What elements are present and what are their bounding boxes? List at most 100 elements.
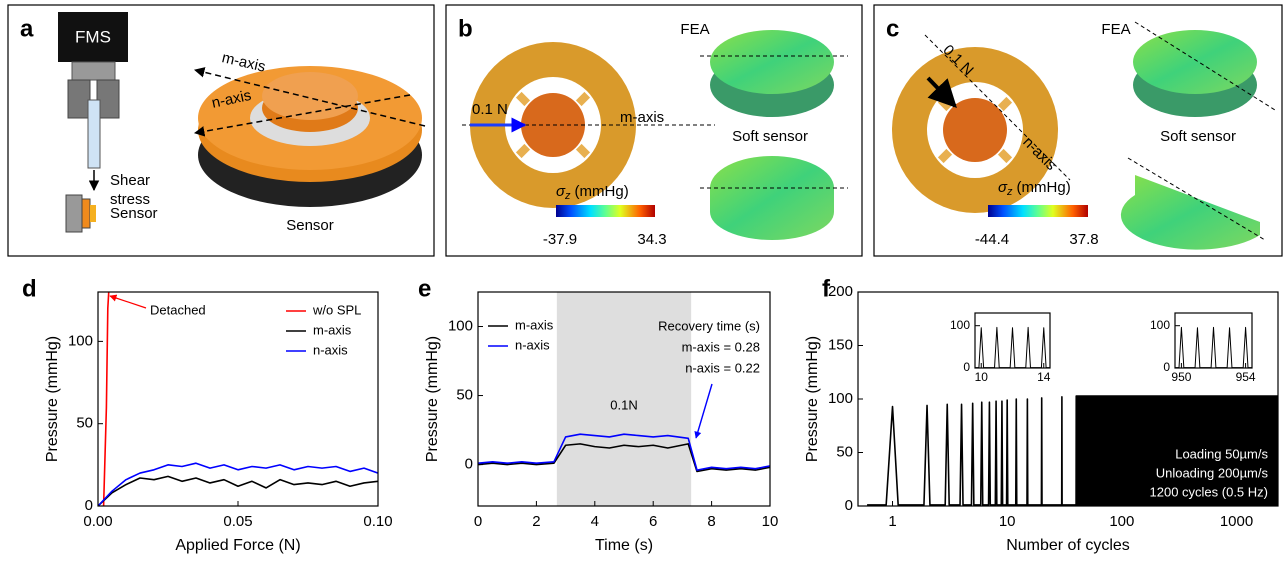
sensor-icon: [81, 198, 91, 229]
y-tick-label: 0: [465, 456, 473, 473]
area: [1075, 395, 1278, 506]
colorbar-max: 34.3: [637, 231, 666, 248]
y-tick-label: 100: [1150, 318, 1170, 332]
pads: [515, 91, 591, 159]
line: [102, 292, 110, 506]
panel-label: b: [458, 15, 473, 42]
annotation-arrow: [694, 383, 713, 439]
y-tick-label: 100: [828, 390, 853, 407]
colorbar-min: -44.4: [975, 231, 1009, 248]
x-axis-label: Time (s): [595, 537, 653, 554]
x-axis-label: Number of cycles: [1006, 537, 1130, 554]
fea-half-disk: [1120, 175, 1260, 250]
plot-background: [975, 313, 1050, 368]
colorbar: [988, 205, 1088, 217]
plot-frame: [477, 291, 771, 507]
annotation-arrow: [109, 294, 147, 309]
fea-disk: [710, 30, 834, 94]
legend-label: m-axis: [313, 322, 352, 337]
panel-label: e: [418, 275, 431, 302]
y-axis-label: Pressure (mmHg): [804, 336, 821, 462]
x-tick-label: 8: [707, 513, 715, 530]
y-axis-label: Pressure (mmHg): [424, 336, 441, 462]
panel-label: f: [822, 275, 831, 302]
x-tick-label: 1: [888, 513, 896, 530]
rod: [87, 99, 101, 169]
force-arrow: [926, 76, 957, 109]
shear-label: Shear: [110, 172, 150, 189]
n-axis-arrow: [193, 94, 411, 137]
annotation: Detached: [150, 302, 206, 317]
annotation: 0.1N: [610, 397, 637, 412]
x-tick-label: 10: [762, 513, 779, 530]
y-tick-label: 0: [85, 497, 93, 514]
y-tick-label: 100: [448, 317, 473, 334]
colorbar-max: 37.8: [1069, 231, 1098, 248]
force-label: 0.1 N: [472, 101, 508, 118]
annotation: Loading 50µm/s: [1175, 446, 1268, 461]
x-tick-label: 950: [1171, 370, 1191, 384]
legend-label: n-axis: [515, 337, 550, 352]
line: [98, 462, 378, 506]
y-axis-label: Pressure (mmHg): [44, 336, 61, 462]
y-tick-label: 150: [828, 336, 853, 353]
plot-lines: [478, 433, 770, 473]
line: [98, 475, 378, 506]
shear-label: stress: [110, 191, 150, 208]
x-tick-label: 1000: [1220, 513, 1253, 530]
x-tick-label: 0.00: [83, 513, 112, 530]
line: [867, 395, 1078, 506]
annotation: Unloading 200µm/s: [1156, 465, 1269, 480]
x-tick-label: 4: [591, 513, 599, 530]
holder: [71, 61, 116, 81]
x-tick-label: 0.05: [223, 513, 252, 530]
plot-frame: [974, 312, 1051, 369]
y-tick-label: 200: [828, 283, 853, 300]
x-tick-label: 100: [1109, 513, 1134, 530]
line: [478, 443, 770, 473]
plot-lines: [867, 395, 1278, 506]
axis-line: [1127, 157, 1266, 241]
colorbar-label: σz (mmHg): [556, 183, 629, 202]
method-label: FEA: [1101, 21, 1130, 38]
x-axis-label: Applied Force (N): [175, 537, 300, 554]
y-tick-label: 50: [456, 387, 473, 404]
plot-frame: [1174, 312, 1253, 369]
sensor-center: [262, 72, 358, 120]
fea-half-disk: [710, 156, 834, 240]
annotation: n-axis = 0.22: [685, 360, 760, 375]
y-tick-label: 100: [68, 332, 93, 349]
y-tick-label: 0: [963, 360, 970, 374]
axis-label: m-axis: [620, 109, 664, 126]
line: [1175, 326, 1252, 368]
center: [943, 98, 1007, 162]
y-tick-label: 50: [836, 443, 853, 460]
y-tick-label: 50: [76, 415, 93, 432]
plot-lines: [975, 326, 1050, 368]
y-tick-label: 100: [950, 318, 970, 332]
sensor-label: Soft sensor: [1160, 128, 1236, 145]
annotation: 1200 cycles (0.5 Hz): [1150, 484, 1269, 499]
highlight-band: [556, 292, 692, 506]
fea-disk: [1133, 30, 1257, 94]
legend-label: m-axis: [515, 317, 554, 332]
legend-label: n-axis: [313, 342, 348, 357]
plot-background: [1175, 313, 1252, 368]
x-tick-label: 0.10: [363, 513, 392, 530]
sensor-label: Sensor: [110, 205, 158, 222]
plot-lines: [1175, 326, 1252, 368]
annotation: m-axis = 0.28: [682, 339, 760, 354]
colorbar-label: σz (mmHg): [998, 179, 1071, 198]
line: [975, 326, 1050, 368]
method-label: FEA: [680, 21, 709, 38]
fms-block: [58, 12, 128, 62]
y-tick-label: 0: [1163, 360, 1170, 374]
plot-lines: [98, 292, 378, 506]
panel-label: d: [22, 275, 37, 302]
y-tick-label: 0: [845, 497, 853, 514]
panel-label: a: [20, 15, 34, 42]
sensor-icon: [65, 194, 83, 233]
colorbar-min: -37.9: [543, 231, 577, 248]
colorbar: [556, 205, 655, 217]
